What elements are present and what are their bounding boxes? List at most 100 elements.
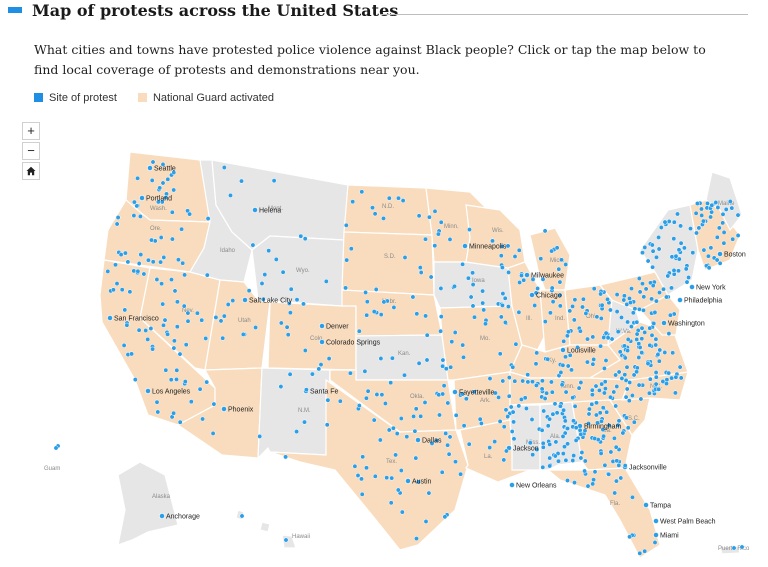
protest-dot[interactable] bbox=[615, 422, 621, 428]
protest-dot[interactable] bbox=[257, 433, 263, 439]
protest-dot[interactable] bbox=[512, 378, 518, 384]
protest-dot[interactable] bbox=[359, 476, 364, 482]
city-dot[interactable] bbox=[107, 315, 113, 321]
protest-dot[interactable] bbox=[713, 200, 719, 205]
protest-dot[interactable] bbox=[171, 410, 177, 416]
protest-dot[interactable] bbox=[547, 310, 553, 316]
protest-dot[interactable] bbox=[363, 395, 369, 401]
protest-dot[interactable] bbox=[372, 473, 378, 479]
protest-dot[interactable] bbox=[529, 417, 535, 422]
protest-dot[interactable] bbox=[221, 165, 227, 170]
protest-dot[interactable] bbox=[709, 202, 715, 208]
protest-dot[interactable] bbox=[547, 441, 553, 447]
protest-dot[interactable] bbox=[160, 301, 166, 307]
protest-dot[interactable] bbox=[382, 401, 388, 406]
protest-dot[interactable] bbox=[390, 425, 396, 431]
protest-dot[interactable] bbox=[570, 458, 576, 463]
protest-dot[interactable] bbox=[429, 440, 435, 446]
protest-dot[interactable] bbox=[605, 296, 610, 302]
protest-dot[interactable] bbox=[388, 380, 394, 386]
state-nj-md[interactable] bbox=[639, 294, 681, 336]
protest-dot[interactable] bbox=[701, 247, 707, 253]
protest-dot[interactable] bbox=[647, 325, 653, 331]
protest-dot[interactable] bbox=[613, 478, 619, 484]
protest-dot[interactable] bbox=[400, 198, 406, 204]
protest-dot[interactable] bbox=[487, 445, 493, 451]
protest-dot[interactable] bbox=[174, 376, 179, 382]
protest-dot[interactable] bbox=[323, 278, 329, 284]
protest-dot[interactable] bbox=[653, 374, 659, 380]
protest-dot[interactable] bbox=[500, 302, 505, 308]
protest-dot[interactable] bbox=[559, 257, 564, 263]
protest-dot[interactable] bbox=[569, 367, 574, 373]
protest-dot[interactable] bbox=[731, 545, 737, 551]
protest-dot[interactable] bbox=[727, 199, 733, 204]
protest-dot[interactable] bbox=[670, 350, 676, 356]
protest-dot[interactable] bbox=[505, 243, 511, 249]
protest-dot[interactable] bbox=[230, 298, 236, 304]
protest-dot[interactable] bbox=[572, 403, 578, 409]
protest-dot[interactable] bbox=[614, 384, 620, 389]
protest-dot[interactable] bbox=[739, 544, 745, 550]
protest-dot[interactable] bbox=[586, 406, 592, 412]
protest-dot[interactable] bbox=[653, 342, 659, 348]
protest-dot[interactable] bbox=[350, 199, 356, 205]
protest-dot[interactable] bbox=[440, 357, 446, 363]
protest-dot[interactable] bbox=[445, 442, 451, 448]
city-dot[interactable] bbox=[415, 437, 421, 443]
zoom-in-button[interactable]: + bbox=[22, 122, 40, 140]
protest-dot[interactable] bbox=[442, 514, 448, 520]
protest-dot[interactable] bbox=[510, 409, 516, 415]
protest-dot[interactable] bbox=[414, 536, 419, 542]
protest-dot[interactable] bbox=[605, 335, 611, 341]
protest-dot[interactable] bbox=[440, 363, 446, 369]
city-dot[interactable] bbox=[319, 323, 325, 329]
city-dot[interactable] bbox=[661, 320, 667, 326]
protest-dot[interactable] bbox=[616, 462, 622, 468]
protest-dot[interactable] bbox=[423, 236, 428, 242]
protest-dot[interactable] bbox=[402, 372, 407, 378]
protest-dot[interactable] bbox=[720, 220, 726, 226]
protest-dot[interactable] bbox=[512, 254, 518, 259]
protest-dot[interactable] bbox=[438, 328, 444, 334]
protest-dot[interactable] bbox=[646, 390, 652, 396]
protest-dot[interactable] bbox=[614, 309, 620, 315]
protest-dot[interactable] bbox=[472, 314, 477, 320]
protest-dot[interactable] bbox=[735, 233, 741, 238]
protest-dot[interactable] bbox=[302, 236, 308, 242]
protest-dot[interactable] bbox=[601, 433, 607, 439]
city-dot[interactable] bbox=[139, 195, 145, 201]
protest-dot[interactable] bbox=[183, 342, 189, 348]
protest-dot[interactable] bbox=[163, 367, 169, 373]
protest-dot[interactable] bbox=[487, 376, 493, 382]
protest-dot[interactable] bbox=[500, 378, 506, 384]
protest-dot[interactable] bbox=[302, 348, 308, 353]
protest-dot[interactable] bbox=[502, 295, 508, 301]
city-dot[interactable] bbox=[462, 243, 468, 249]
protest-dot[interactable] bbox=[572, 480, 577, 486]
protest-dot[interactable] bbox=[532, 303, 538, 308]
protest-dot[interactable] bbox=[516, 309, 522, 315]
protest-dot[interactable] bbox=[159, 281, 165, 287]
protest-dot[interactable] bbox=[395, 487, 401, 493]
protest-dot[interactable] bbox=[511, 419, 517, 425]
protest-dot[interactable] bbox=[535, 286, 541, 291]
protest-dot[interactable] bbox=[122, 307, 128, 313]
protest-dot[interactable] bbox=[540, 440, 546, 446]
protest-dot[interactable] bbox=[221, 313, 227, 319]
protest-dot[interactable] bbox=[715, 205, 721, 210]
protest-dot[interactable] bbox=[440, 391, 446, 397]
protest-dot[interactable] bbox=[666, 331, 672, 337]
protest-dot[interactable] bbox=[359, 491, 365, 497]
protest-dot[interactable] bbox=[458, 471, 464, 477]
protest-dot[interactable] bbox=[318, 362, 324, 368]
protest-dot[interactable] bbox=[678, 240, 684, 246]
protest-dot[interactable] bbox=[627, 534, 633, 540]
protest-dot[interactable] bbox=[501, 424, 507, 430]
protest-dot[interactable] bbox=[496, 394, 502, 400]
protest-dot[interactable] bbox=[443, 430, 449, 436]
protest-dot[interactable] bbox=[132, 377, 138, 383]
protest-dot[interactable] bbox=[669, 375, 675, 381]
protest-dot[interactable] bbox=[634, 369, 640, 375]
protest-dot[interactable] bbox=[539, 378, 545, 384]
